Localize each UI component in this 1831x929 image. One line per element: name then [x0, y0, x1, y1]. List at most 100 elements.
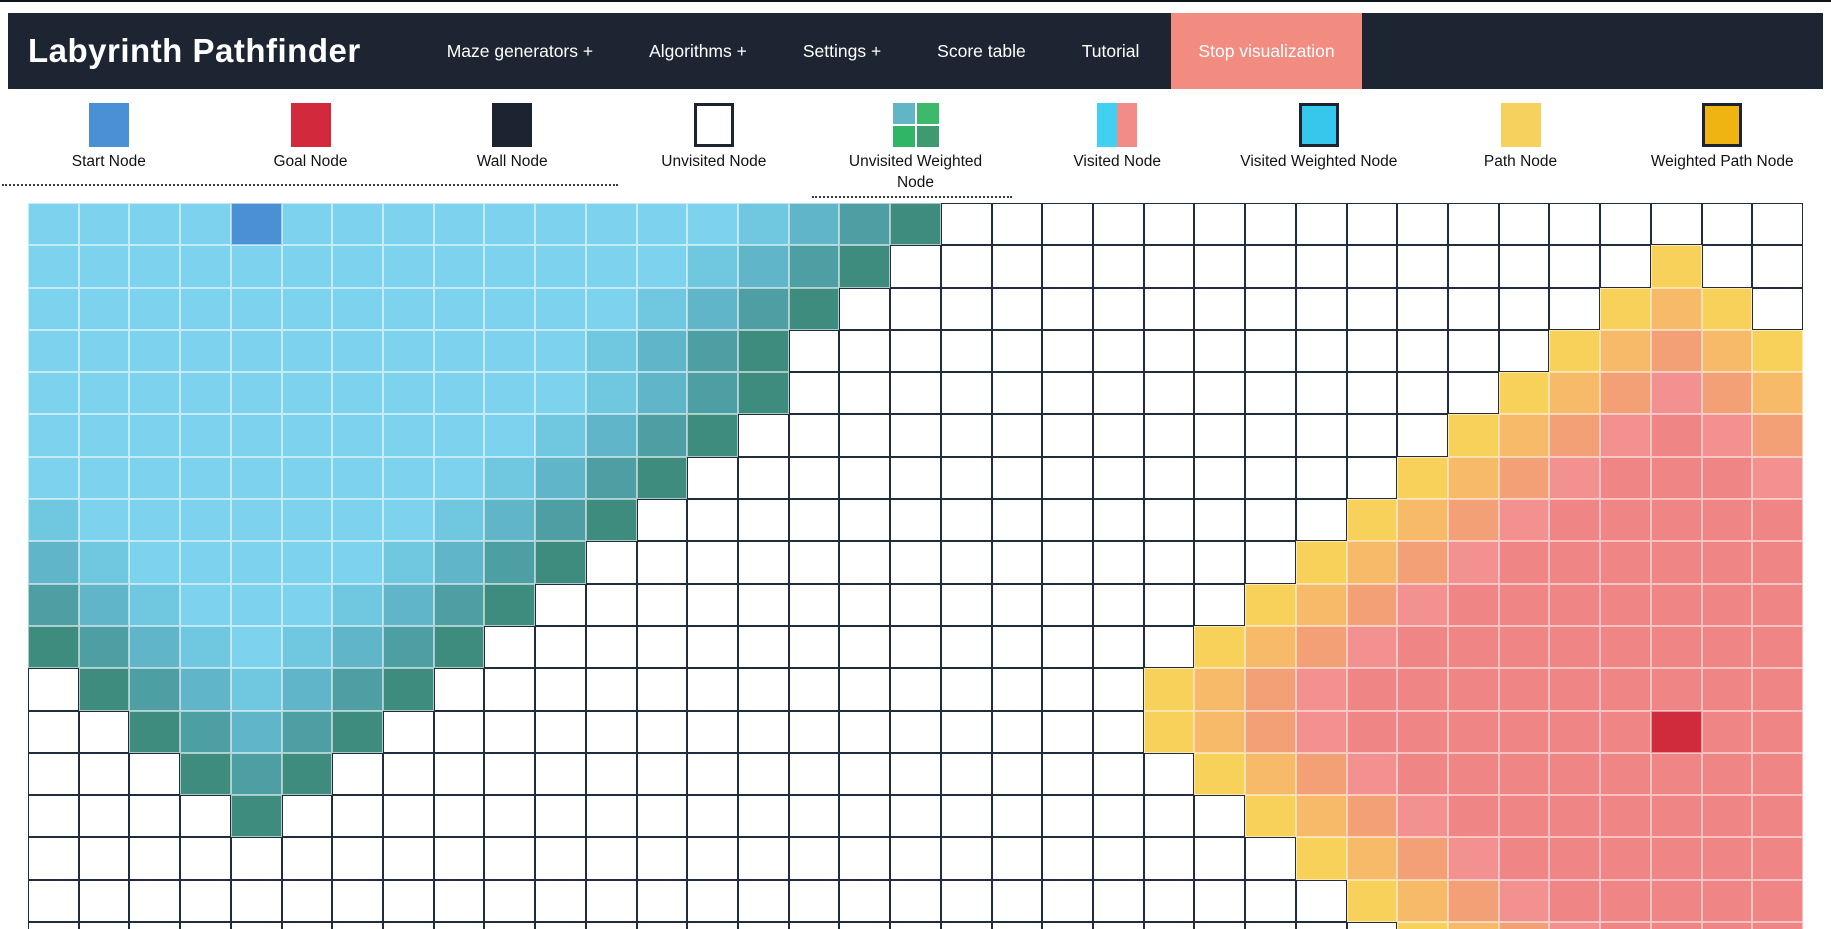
grid-cell[interactable]: [991, 625, 1043, 669]
grid-cell[interactable]: [1143, 668, 1195, 711]
grid-cell[interactable]: [1701, 414, 1753, 457]
grid-cell[interactable]: [129, 583, 181, 626]
grid-cell[interactable]: [1549, 795, 1601, 838]
grid-cell[interactable]: [332, 879, 383, 923]
grid-cell[interactable]: [890, 203, 941, 246]
grid-cell[interactable]: [484, 922, 536, 929]
grid-cell[interactable]: [535, 625, 586, 669]
grid-cell[interactable]: [129, 710, 181, 753]
grid-cell[interactable]: [433, 668, 485, 711]
grid-cell[interactable]: [332, 710, 383, 753]
grid-cell[interactable]: [1397, 203, 1448, 246]
grid-cell[interactable]: [991, 456, 1043, 500]
grid-cell[interactable]: [1549, 541, 1601, 584]
grid-cell[interactable]: [1194, 837, 1246, 880]
grid-cell[interactable]: [1093, 499, 1144, 542]
grid-cell[interactable]: [180, 456, 231, 500]
grid-cell[interactable]: [636, 329, 688, 373]
grid-cell[interactable]: [788, 329, 840, 373]
grid-cell[interactable]: [535, 456, 586, 500]
grid-cell[interactable]: [230, 710, 282, 753]
grid-cell[interactable]: [1549, 245, 1601, 288]
grid-cell[interactable]: [839, 203, 891, 246]
grid-cell[interactable]: [535, 287, 586, 330]
grid-cell[interactable]: [1600, 329, 1651, 373]
grid-cell[interactable]: [129, 456, 181, 500]
grid-cell[interactable]: [636, 668, 688, 711]
grid-cell[interactable]: [636, 287, 688, 330]
grid-cell[interactable]: [383, 499, 434, 542]
grid-cell[interactable]: [788, 879, 840, 923]
grid-cell[interactable]: [180, 499, 231, 542]
grid-cell[interactable]: [1701, 879, 1753, 923]
grid-cell[interactable]: [839, 372, 891, 415]
grid-cell[interactable]: [1600, 203, 1651, 246]
grid-cell[interactable]: [1346, 625, 1398, 669]
grid-cell[interactable]: [1042, 583, 1093, 626]
grid-cell[interactable]: [1448, 583, 1499, 626]
grid-cell[interactable]: [484, 668, 536, 711]
grid-cell[interactable]: [1093, 414, 1144, 457]
grid-cell[interactable]: [1549, 879, 1601, 923]
grid-cell[interactable]: [1143, 245, 1195, 288]
grid-cell[interactable]: [281, 499, 333, 542]
grid-cell[interactable]: [1448, 499, 1499, 542]
grid-cell[interactable]: [1194, 329, 1246, 373]
grid-cell[interactable]: [28, 287, 79, 330]
grid-cell[interactable]: [535, 668, 586, 711]
grid-cell[interactable]: [78, 837, 130, 880]
grid-cell[interactable]: [78, 372, 130, 415]
grid-cell[interactable]: [1295, 541, 1347, 584]
grid-cell[interactable]: [383, 795, 434, 838]
grid-cell[interactable]: [535, 414, 586, 457]
grid-cell[interactable]: [230, 837, 282, 880]
grid-cell[interactable]: [1093, 583, 1144, 626]
grid-cell[interactable]: [636, 414, 688, 457]
grid-cell[interactable]: [230, 287, 282, 330]
grid-cell[interactable]: [839, 499, 891, 542]
grid-cell[interactable]: [535, 710, 586, 753]
grid-cell[interactable]: [484, 287, 536, 330]
grid-cell[interactable]: [433, 795, 485, 838]
grid-cell[interactable]: [78, 795, 130, 838]
grid-cell[interactable]: [890, 245, 941, 288]
grid-cell[interactable]: [585, 625, 637, 669]
grid-cell[interactable]: [383, 922, 434, 929]
grid-cell[interactable]: [1498, 879, 1550, 923]
grid-cell[interactable]: [1498, 625, 1550, 669]
grid-cell[interactable]: [1042, 372, 1093, 415]
grid-cell[interactable]: [28, 245, 79, 288]
grid-cell[interactable]: [1650, 879, 1702, 923]
grid-cell[interactable]: [940, 541, 992, 584]
grid-cell[interactable]: [1093, 625, 1144, 669]
grid-cell[interactable]: [1295, 752, 1347, 796]
grid-cell[interactable]: [1448, 795, 1499, 838]
grid-cell[interactable]: [1397, 583, 1448, 626]
grid-cell[interactable]: [1194, 541, 1246, 584]
grid-cell[interactable]: [1600, 245, 1651, 288]
grid-cell[interactable]: [281, 414, 333, 457]
grid-cell[interactable]: [636, 752, 688, 796]
grid-cell[interactable]: [1650, 668, 1702, 711]
grid-cell[interactable]: [585, 879, 637, 923]
grid-cell[interactable]: [636, 372, 688, 415]
grid-cell[interactable]: [636, 583, 688, 626]
grid-cell[interactable]: [1245, 329, 1296, 373]
grid-cell[interactable]: [129, 203, 181, 246]
grid-cell[interactable]: [433, 583, 485, 626]
grid-cell[interactable]: [1143, 710, 1195, 753]
grid-cell[interactable]: [535, 499, 586, 542]
grid-cell[interactable]: [383, 329, 434, 373]
grid-cell[interactable]: [585, 922, 637, 929]
grid-cell[interactable]: [1701, 837, 1753, 880]
grid-cell[interactable]: [1448, 414, 1499, 457]
grid-cell[interactable]: [1752, 795, 1803, 838]
grid-cell[interactable]: [839, 837, 891, 880]
grid-cell[interactable]: [1042, 245, 1093, 288]
grid-cell[interactable]: [636, 922, 688, 929]
grid-cell[interactable]: [129, 837, 181, 880]
grid-cell[interactable]: [180, 414, 231, 457]
grid-cell[interactable]: [1600, 795, 1651, 838]
grid-cell[interactable]: [585, 456, 637, 500]
grid-cell[interactable]: [839, 287, 891, 330]
